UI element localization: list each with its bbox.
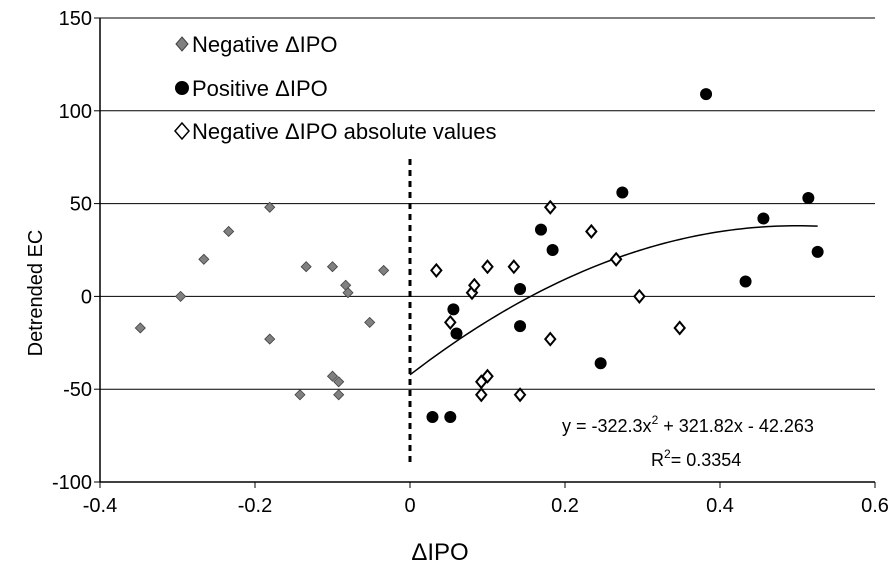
point-positive bbox=[700, 88, 713, 101]
r-squared-exponent: 2 bbox=[664, 447, 671, 461]
y-tick-label: 50 bbox=[70, 194, 92, 216]
point-negative bbox=[264, 333, 276, 345]
x-tick-label: -0.4 bbox=[83, 495, 117, 517]
point-positive bbox=[514, 320, 527, 333]
point-positive bbox=[739, 275, 752, 288]
axes: -100 -50 0 50 100 150 -0.4 -0.2 0 0.2 0.4 0.6 bbox=[52, 8, 889, 517]
point-negative-absolute bbox=[481, 368, 494, 384]
point-negative-absolute bbox=[513, 387, 527, 403]
trendline-equation: y = -322.3x2 + 321.82x - 42.263 bbox=[562, 413, 814, 436]
point-positive bbox=[514, 282, 527, 295]
point-negative bbox=[198, 253, 210, 265]
point-negative bbox=[264, 201, 276, 213]
point-negative bbox=[333, 389, 345, 401]
point-negative bbox=[300, 261, 312, 273]
x-axis-title: ΔIPO bbox=[411, 539, 468, 566]
y-tick-label: 100 bbox=[59, 101, 92, 123]
x-tick-label: 0.4 bbox=[706, 495, 734, 517]
point-negative-absolute bbox=[543, 331, 557, 347]
point-positive bbox=[426, 411, 439, 424]
y-tick-label: -100 bbox=[52, 472, 92, 494]
point-negative-absolute bbox=[474, 387, 488, 403]
point-negative bbox=[134, 322, 146, 334]
legend-item-absolute: Negative ΔIPO absolute values bbox=[174, 119, 497, 144]
r-squared-label: R2= 0.3354 bbox=[651, 447, 741, 470]
x-tick-label: -0.2 bbox=[238, 495, 272, 517]
legend-label-positive: Positive ΔIPO bbox=[192, 76, 328, 101]
point-negative bbox=[223, 225, 235, 238]
legend-item-positive: Positive ΔIPO bbox=[175, 76, 328, 101]
point-positive bbox=[802, 192, 815, 205]
trendline-equation-prefix: y = -322.3x bbox=[562, 416, 652, 436]
point-negative-absolute bbox=[673, 320, 687, 336]
point-negative bbox=[364, 316, 376, 328]
point-positive bbox=[594, 357, 607, 370]
legend-label-negative: Negative ΔIPO bbox=[192, 32, 338, 57]
point-negative-absolute bbox=[543, 199, 557, 215]
point-negative-absolute bbox=[633, 288, 646, 304]
point-positive bbox=[811, 245, 824, 258]
grid-lines bbox=[100, 17, 875, 390]
legend-marker-gray-diamond bbox=[175, 36, 189, 52]
point-positive bbox=[534, 223, 547, 236]
point-positive bbox=[546, 244, 559, 256]
y-tick-label: 150 bbox=[59, 8, 92, 30]
point-negative bbox=[333, 376, 345, 388]
r-squared-prefix: R bbox=[651, 450, 664, 470]
point-negative-absolute bbox=[609, 251, 623, 267]
y-tick-label: -50 bbox=[63, 379, 92, 401]
legend-marker-black-circle bbox=[175, 81, 189, 95]
point-negative-absolute bbox=[481, 259, 494, 275]
trendline-equation-suffix: + 321.82x - 42.263 bbox=[658, 416, 814, 436]
legend-label-absolute: Negative ΔIPO absolute values bbox=[192, 119, 497, 144]
point-negative-absolute bbox=[585, 223, 598, 240]
point-negative bbox=[294, 389, 306, 401]
x-tick-label: 0 bbox=[404, 495, 415, 517]
point-negative bbox=[378, 264, 390, 276]
point-negative bbox=[326, 370, 339, 382]
legend: Negative ΔIPO Positive ΔIPO Negative ΔIP… bbox=[174, 32, 497, 144]
r-squared-suffix: = 0.3354 bbox=[671, 450, 742, 470]
x-tick-label: 0.2 bbox=[551, 495, 579, 517]
point-positive bbox=[444, 411, 457, 424]
y-axis-title: Detrended EC bbox=[25, 230, 47, 357]
point-negative bbox=[175, 290, 187, 302]
trendline-equation-exponent: 2 bbox=[652, 413, 659, 427]
point-negative bbox=[342, 287, 354, 299]
trendline-group bbox=[409, 224, 818, 376]
point-positive bbox=[450, 327, 463, 340]
point-negative-absolute bbox=[443, 314, 457, 330]
point-negative-absolute bbox=[507, 259, 521, 275]
point-negative-absolute bbox=[468, 277, 481, 293]
data-points bbox=[134, 88, 824, 424]
point-negative bbox=[326, 261, 339, 273]
point-positive bbox=[616, 186, 629, 199]
y-tick-label: 0 bbox=[81, 286, 92, 308]
legend-item-negative: Negative ΔIPO bbox=[175, 32, 338, 57]
x-tick-label: 0.6 bbox=[861, 495, 889, 517]
point-positive bbox=[447, 303, 460, 316]
point-positive bbox=[757, 212, 770, 225]
point-negative-absolute bbox=[430, 262, 443, 278]
trendline-curve bbox=[409, 224, 818, 376]
legend-marker-open-diamond bbox=[174, 121, 190, 141]
